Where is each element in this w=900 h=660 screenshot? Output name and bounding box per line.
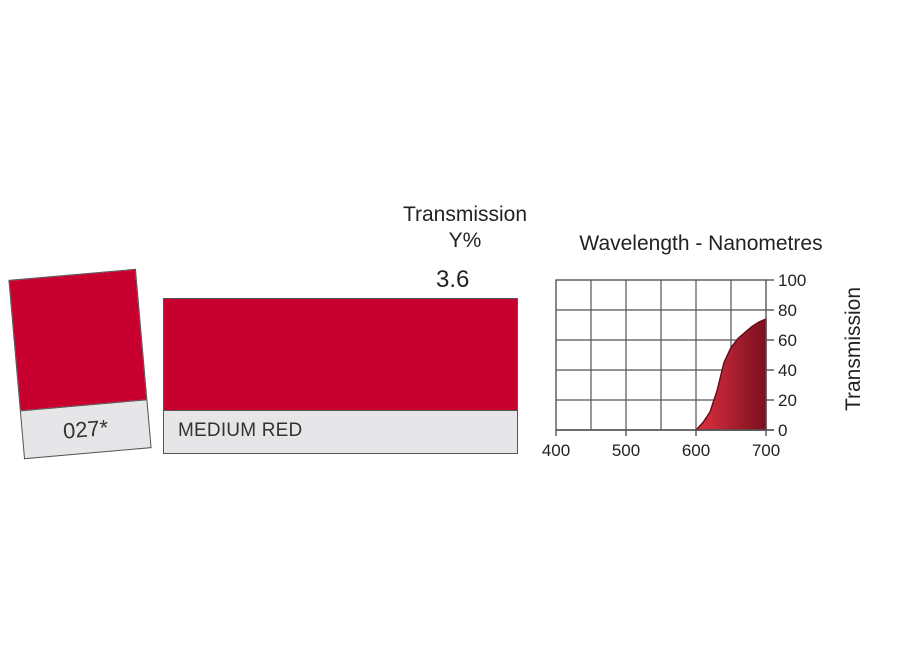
chart-title: Wavelength - Nanometres bbox=[579, 232, 822, 255]
spectral-chart: Wavelength - Nanometres 0 20 40 60 80 100 400 50… bbox=[530, 226, 890, 476]
y-tick-label: 100 bbox=[778, 271, 806, 290]
color-strip: MEDIUM RED bbox=[163, 298, 518, 454]
x-tick-label: 600 bbox=[682, 441, 710, 460]
y-tick-label: 20 bbox=[778, 391, 797, 410]
filter-name: MEDIUM RED bbox=[178, 420, 303, 441]
filter-code: 027* bbox=[20, 399, 151, 459]
x-tick-label: 400 bbox=[542, 441, 570, 460]
y-tick-label: 80 bbox=[778, 301, 797, 320]
transmission-value: 3.6 bbox=[436, 266, 470, 293]
spectral-chart-svg: Wavelength - Nanometres 0 20 40 60 80 100 400 50… bbox=[542, 232, 865, 460]
transmission-title: Transmission Y% bbox=[385, 202, 545, 254]
transmission-title-line1: Transmission bbox=[402, 203, 528, 226]
x-tick-label: 500 bbox=[612, 441, 640, 460]
swatch-color bbox=[9, 269, 147, 411]
swatch-card: 027* bbox=[8, 268, 152, 460]
x-tick-label: 700 bbox=[752, 441, 780, 460]
y-tick-label: 0 bbox=[778, 421, 787, 440]
y-tick-label: 60 bbox=[778, 331, 797, 350]
y-tick-label: 40 bbox=[778, 361, 797, 380]
strip-color bbox=[164, 299, 517, 411]
transmission-title-line2: Y% bbox=[448, 229, 482, 252]
y-axis-label: Transmission bbox=[842, 287, 865, 411]
